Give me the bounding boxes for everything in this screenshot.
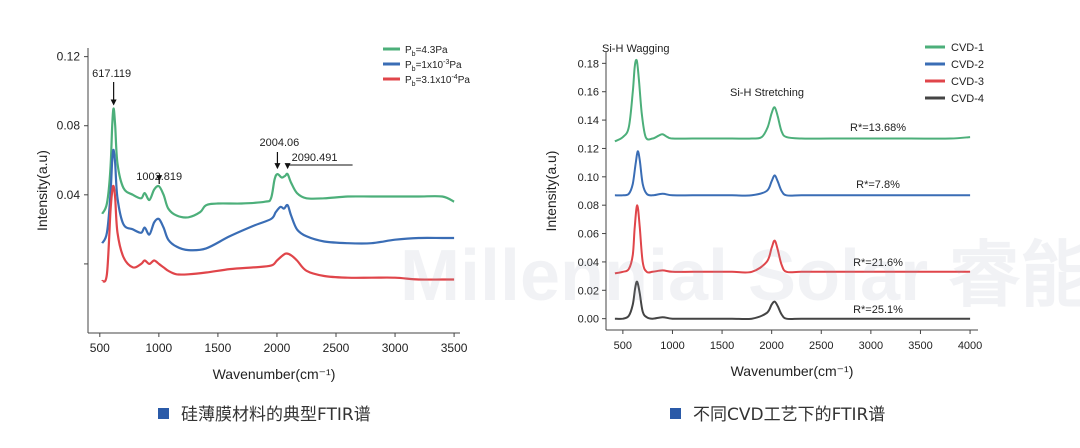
y-tick-label: 0.14 bbox=[578, 115, 599, 127]
x-tick-label: 3000 bbox=[382, 341, 409, 355]
legend-label: CVD-1 bbox=[951, 42, 984, 54]
y-tick-label: 0.06 bbox=[578, 229, 599, 241]
series-line bbox=[614, 150, 971, 197]
x-tick-label: 2000 bbox=[264, 341, 291, 355]
caption-bullet-icon bbox=[158, 407, 169, 419]
y-axis-label: Intensity(a.u) bbox=[34, 150, 50, 231]
series-line bbox=[614, 58, 971, 143]
y-tick-label: 0.02 bbox=[578, 285, 599, 297]
series-line bbox=[614, 280, 971, 321]
series-line bbox=[101, 148, 455, 252]
series-line bbox=[101, 107, 455, 219]
caption-left-text: 硅薄膜材料的典型FTIR谱 bbox=[181, 405, 371, 425]
legend-label: Pb=4.3Pa bbox=[405, 45, 448, 58]
legend-label: Pb=3.1x10-4Pa bbox=[405, 74, 470, 88]
r-annotation: R*=21.6% bbox=[853, 257, 903, 269]
y-tick-label: 0.12 bbox=[57, 50, 81, 64]
y-tick-label: 0.04 bbox=[578, 257, 599, 269]
series-line bbox=[614, 204, 971, 275]
r-annotation: R*=13.68% bbox=[850, 122, 906, 134]
x-axis-label: Wavenumber(cm⁻¹) bbox=[731, 363, 854, 379]
x-tick-label: 4000 bbox=[958, 340, 982, 352]
y-tick-label: 0.04 bbox=[57, 188, 81, 202]
caption-left: 硅薄膜材料的典型FTIR谱 bbox=[158, 400, 371, 425]
chart-left: 500 1000 1500 2000 2500 3000 3500 0.12 0.08 0.04 W… bbox=[34, 45, 470, 382]
y-tick-label: 0.12 bbox=[578, 143, 599, 155]
x-tick-label: 2000 bbox=[759, 340, 783, 352]
chart-right: 500 1000 1500 2000 2500 3000 3500 4000 0.00 0.02 0… bbox=[543, 42, 984, 379]
r-annotation: R*=25.1% bbox=[853, 304, 903, 316]
x-tick-label: 3000 bbox=[859, 340, 883, 352]
peak-arrowhead bbox=[274, 163, 281, 170]
y-tick-label: 0.18 bbox=[578, 58, 599, 70]
y-tick-label: 0.08 bbox=[57, 119, 81, 133]
x-tick-label: 3500 bbox=[441, 341, 468, 355]
x-tick-label: 1000 bbox=[146, 341, 173, 355]
x-tick-label: 1500 bbox=[710, 340, 734, 352]
r-annotation: R*=7.8% bbox=[856, 179, 900, 191]
peak-label: 617.119 bbox=[92, 68, 131, 80]
series-line bbox=[101, 184, 455, 283]
caption-bullet-icon bbox=[670, 407, 681, 419]
legend-label: CVD-2 bbox=[951, 59, 984, 71]
peak-arrowhead bbox=[284, 163, 291, 170]
x-tick-label: 1000 bbox=[660, 340, 684, 352]
y-tick-label: 0.10 bbox=[578, 172, 599, 184]
legend-label: CVD-4 bbox=[951, 93, 984, 105]
y-tick-label: 0.00 bbox=[578, 314, 599, 326]
peak-label-stretching: Si-H Stretching bbox=[730, 87, 804, 99]
x-tick-label: 500 bbox=[614, 340, 632, 352]
peak-arrowhead bbox=[156, 175, 163, 182]
y-tick-label: 0.08 bbox=[578, 200, 599, 212]
legend-label: Pb=1x10-3Pa bbox=[405, 59, 462, 73]
peak-label-wagging: Si-H Wagging bbox=[602, 43, 669, 55]
caption-right-text: 不同CVD工艺下的FTIR谱 bbox=[693, 405, 886, 425]
x-tick-label: 2500 bbox=[809, 340, 833, 352]
peak-arrowhead bbox=[110, 99, 117, 106]
peak-label: 2004.06 bbox=[260, 137, 300, 149]
legend-label: CVD-3 bbox=[951, 76, 984, 88]
x-axis-label: Wavenumber(cm⁻¹) bbox=[213, 366, 336, 382]
x-tick-label: 500 bbox=[90, 341, 110, 355]
x-tick-label: 3500 bbox=[908, 340, 932, 352]
y-tick-label: 0.16 bbox=[578, 87, 599, 99]
caption-right: 不同CVD工艺下的FTIR谱 bbox=[670, 400, 885, 425]
x-tick-label: 1500 bbox=[205, 341, 232, 355]
peak-label: 2090.491 bbox=[292, 152, 338, 164]
x-tick-label: 2500 bbox=[323, 341, 350, 355]
y-axis-label: Intensity(a.u) bbox=[543, 151, 559, 232]
